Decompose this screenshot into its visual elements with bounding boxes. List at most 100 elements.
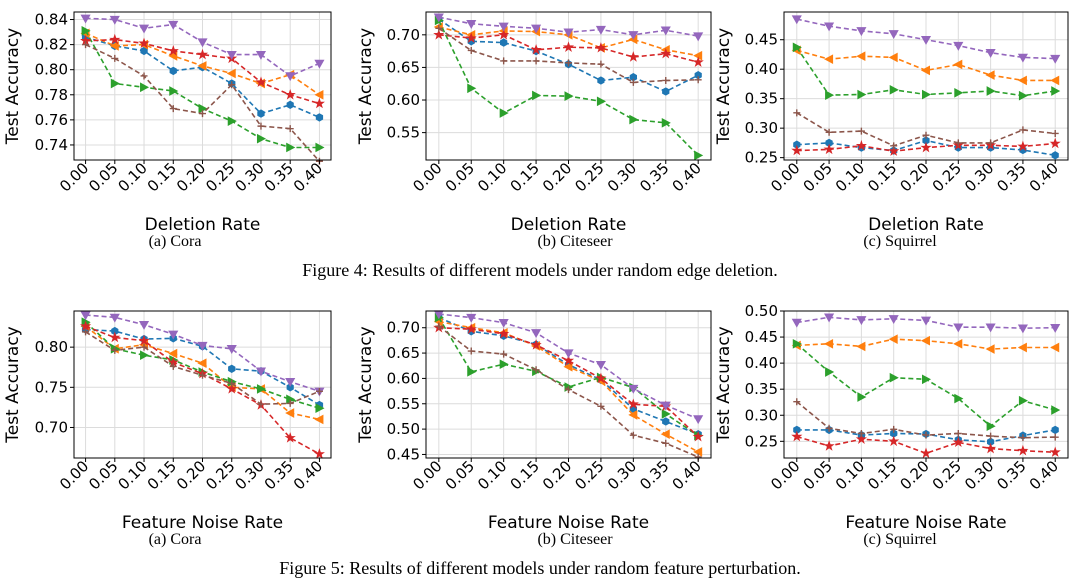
data-point-brown (890, 425, 898, 433)
subfigure-caption: (a) Cora (149, 531, 202, 548)
y-axis-title: Test Accuracy (3, 28, 23, 146)
data-point-purple (985, 323, 996, 333)
data-point-blue (228, 364, 236, 373)
data-point-blue (662, 417, 670, 426)
data-point-green (954, 393, 964, 404)
chart-panel: 0.250.300.350.400.450.500.000.050.100.15… (714, 302, 1069, 548)
data-point-purple (1050, 54, 1061, 64)
data-point-brown (199, 371, 206, 379)
data-point-red (1017, 140, 1029, 152)
chart-panel: 0.450.500.550.600.650.700.000.050.100.15… (356, 310, 712, 548)
data-point-green (986, 86, 996, 96)
x-tick-label: 0.00 (767, 457, 803, 493)
y-tick-label: 0.35 (745, 380, 778, 398)
data-point-red (138, 37, 150, 49)
data-point-blue (257, 109, 265, 118)
data-point-green (889, 372, 899, 383)
figure-5-caption: Figure 5: Results of different models un… (279, 558, 801, 578)
data-point-red (1049, 137, 1061, 149)
subfigure-caption: (c) Squirrel (863, 531, 937, 548)
data-point-brown (662, 439, 670, 447)
data-point-purple (628, 384, 639, 394)
x-tick-label: 0.05 (442, 159, 478, 195)
x-tick-label: 0.30 (604, 457, 640, 493)
data-point-red (313, 448, 325, 459)
data-point-green (986, 421, 996, 432)
data-point-purple (563, 349, 574, 359)
data-point-red (562, 354, 575, 366)
data-point-orange (856, 51, 866, 62)
data-point-red (284, 432, 296, 443)
data-point-green (1051, 405, 1061, 415)
x-tick-label: 0.35 (636, 457, 672, 493)
data-point-green (227, 116, 237, 126)
data-point-red (530, 43, 542, 55)
y-tick-label: 0.76 (35, 111, 68, 129)
data-point-brown (793, 398, 801, 406)
data-point-purple (595, 361, 606, 370)
x-axis-title: Deletion Rate (868, 215, 984, 235)
data-point-orange (197, 61, 207, 71)
y-tick-label: 0.45 (745, 328, 778, 346)
y-tick-label: 0.50 (387, 420, 420, 438)
data-point-green (825, 367, 835, 377)
x-tick-label: 0.35 (636, 159, 672, 195)
data-point-brown (435, 322, 443, 330)
data-point-brown (1051, 433, 1059, 441)
data-point-purple (466, 313, 477, 323)
data-point-purple (920, 36, 932, 45)
data-point-purple (466, 20, 477, 29)
data-point-red (255, 76, 267, 87)
y-tick-label: 0.70 (35, 418, 68, 436)
data-point-purple (80, 311, 91, 321)
y-tick-label: 0.65 (387, 58, 420, 76)
data-point-green (954, 87, 964, 98)
data-point-brown (199, 110, 206, 118)
data-point-purple (138, 24, 150, 34)
x-tick-label: 0.30 (961, 159, 997, 195)
y-tick-label: 0.75 (35, 378, 68, 396)
data-point-orange (985, 70, 995, 80)
x-tick-label: 0.35 (993, 159, 1029, 195)
data-point-brown (532, 366, 540, 374)
data-point-green (256, 133, 267, 144)
x-tick-label: 0.05 (85, 159, 121, 195)
data-point-green (499, 359, 509, 370)
y-tick-label: 0.55 (387, 124, 420, 142)
y-tick-label: 0.82 (35, 36, 68, 54)
data-point-purple (109, 313, 120, 323)
data-point-orange (1017, 75, 1027, 86)
data-point-brown (565, 59, 572, 67)
data-point-brown (140, 343, 148, 351)
y-tick-label: 0.78 (35, 86, 68, 104)
data-point-red (80, 320, 92, 331)
data-point-purple (693, 32, 704, 42)
y-tick-label: 0.80 (35, 61, 68, 79)
data-point-red (595, 42, 607, 53)
data-point-purple (660, 401, 671, 411)
x-tick-label: 0.15 (864, 457, 900, 493)
data-point-purple (628, 31, 639, 41)
data-point-brown (500, 57, 508, 65)
data-point-purple (824, 22, 835, 32)
x-tick-label: 0.30 (231, 457, 267, 493)
data-point-brown (169, 105, 177, 113)
data-point-green (286, 142, 296, 153)
x-tick-label: 0.25 (202, 159, 238, 195)
y-tick-label: 0.40 (745, 60, 778, 78)
data-point-orange (985, 344, 995, 354)
x-tick-label: 0.00 (56, 159, 92, 195)
data-point-purple (1050, 323, 1061, 333)
data-point-brown (228, 379, 236, 387)
data-point-brown (890, 142, 898, 150)
data-point-purple (791, 15, 802, 25)
data-point-brown (662, 76, 670, 84)
y-tick-label: 0.30 (745, 119, 778, 137)
chart-panel: 0.70 0.75 0.80 0.000.050.100.150.200.250.30… (3, 310, 332, 548)
data-point-brown (954, 430, 962, 437)
data-point-green (1018, 395, 1028, 406)
x-tick-label: 0.40 (290, 457, 326, 493)
data-point-purple (226, 50, 237, 60)
data-point-red (167, 45, 179, 56)
x-tick-label: 0.35 (261, 159, 297, 195)
